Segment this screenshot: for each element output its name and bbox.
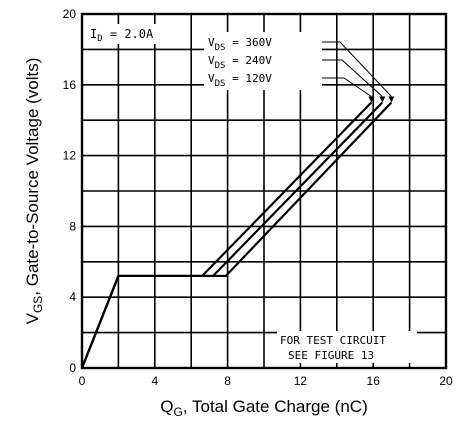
condition-label: ID = 2.0A [90,27,154,44]
condition-box [86,24,160,44]
x-tick-labels: 0 4 8 12 16 20 [79,374,453,388]
x-tick-label: 20 [439,374,453,388]
legend-box [204,32,322,90]
x-tick-label: 0 [79,374,86,388]
y-tick-labels: 0 4 8 12 16 20 [63,7,77,375]
legend-label-240v: VDS = 240V [208,54,272,71]
y-tick-label: 16 [63,78,77,92]
series-line-2 [80,101,373,369]
series-curves [80,96,395,369]
y-tick-label: 20 [63,7,77,21]
leader-line-0 [322,41,392,97]
y-tick-label: 12 [63,149,77,163]
y-tick-label: 8 [69,219,76,233]
series-line-0 [80,101,393,369]
series-arrow-0 [388,96,395,103]
x-axis-title: QG, Total Gate Charge (nC) [160,397,367,419]
legend-leaders [322,41,392,97]
x-tick-label: 16 [367,374,381,388]
x-tick-label: 4 [151,374,158,388]
y-tick-label: 0 [69,361,76,375]
note-box [277,331,417,363]
series-arrow-2 [368,96,375,103]
note-line-1: FOR TEST CIRCUIT [280,334,386,347]
x-tick-label: 12 [294,374,308,388]
y-axis-title: VGS, Gate-to-Source Voltage (volts) [23,58,45,325]
leader-line-1 [322,59,383,97]
leader-line-2 [322,77,372,97]
note-line-2: SEE FIGURE 13 [288,349,374,362]
legend-label-120v: VDS = 120V [208,72,272,89]
y-tick-label: 4 [69,290,76,304]
plot-frame [80,12,448,370]
series-arrow-1 [379,96,386,103]
x-tick-label: 8 [224,374,231,388]
legend-label-360v: VDS = 360V [208,36,272,53]
